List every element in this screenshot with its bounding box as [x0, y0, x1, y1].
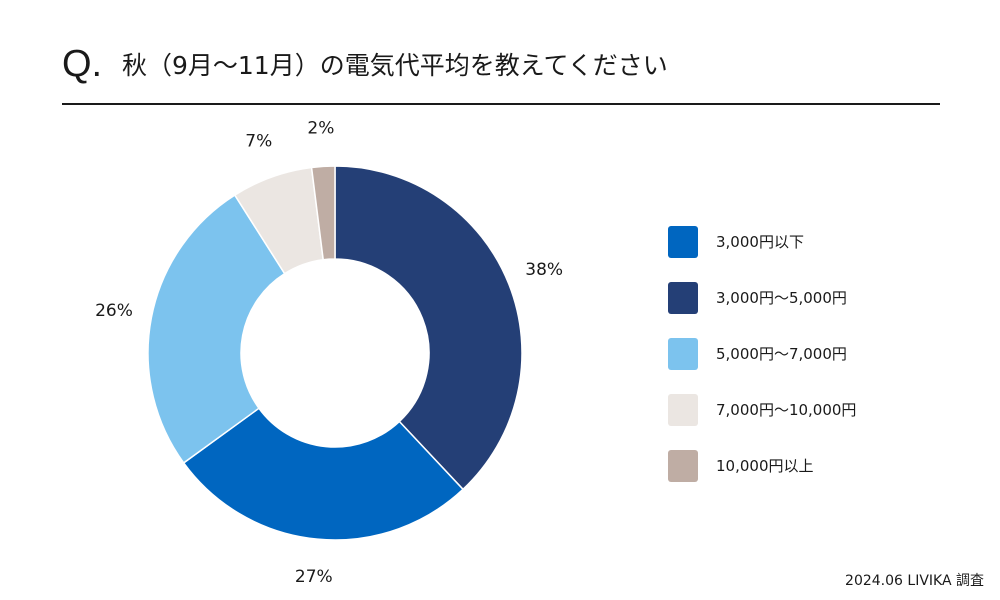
title-divider [62, 103, 940, 105]
legend-label-1: 3,000円以下 [716, 233, 804, 251]
legend-item-4: 7,000円～10,000円 [668, 394, 968, 426]
legend-label-5: 10,000円以上 [716, 457, 814, 475]
source-note: 2024.06 LIVIKA 調査 [845, 573, 984, 589]
data-label-4: 7% [245, 131, 272, 151]
legend-label-3: 5,000円～7,000円 [716, 345, 847, 363]
legend-swatch-5 [668, 450, 698, 482]
legend-item-5: 10,000円以上 [668, 450, 968, 482]
legend-item-1: 3,000円以下 [668, 226, 968, 258]
data-label-2: 38% [525, 260, 563, 280]
legend-item-3: 5,000円～7,000円 [668, 338, 968, 370]
chart-title: Q. 秋（9月～11月）の電気代平均を教えてください [62, 40, 940, 104]
legend-label-2: 3,000円～5,000円 [716, 289, 847, 307]
legend-swatch-1 [668, 226, 698, 258]
data-label-3: 26% [95, 301, 133, 321]
question-text: 秋（9月～11月）の電気代平均を教えてください [122, 51, 668, 80]
data-label-5: 2% [307, 118, 334, 138]
legend-swatch-3 [668, 338, 698, 370]
donut-slice-2 [334, 165, 523, 491]
legend-item-2: 3,000円～5,000円 [668, 282, 968, 314]
legend-swatch-4 [668, 394, 698, 426]
donut-slice-1 [182, 407, 465, 541]
legend-label-4: 7,000円～10,000円 [716, 401, 857, 419]
legend-swatch-2 [668, 282, 698, 314]
donut-slice-3 [147, 194, 286, 464]
donut-slice-5 [310, 165, 336, 261]
question-mark-label: Q. [62, 43, 103, 85]
data-label-1: 27% [295, 567, 333, 587]
